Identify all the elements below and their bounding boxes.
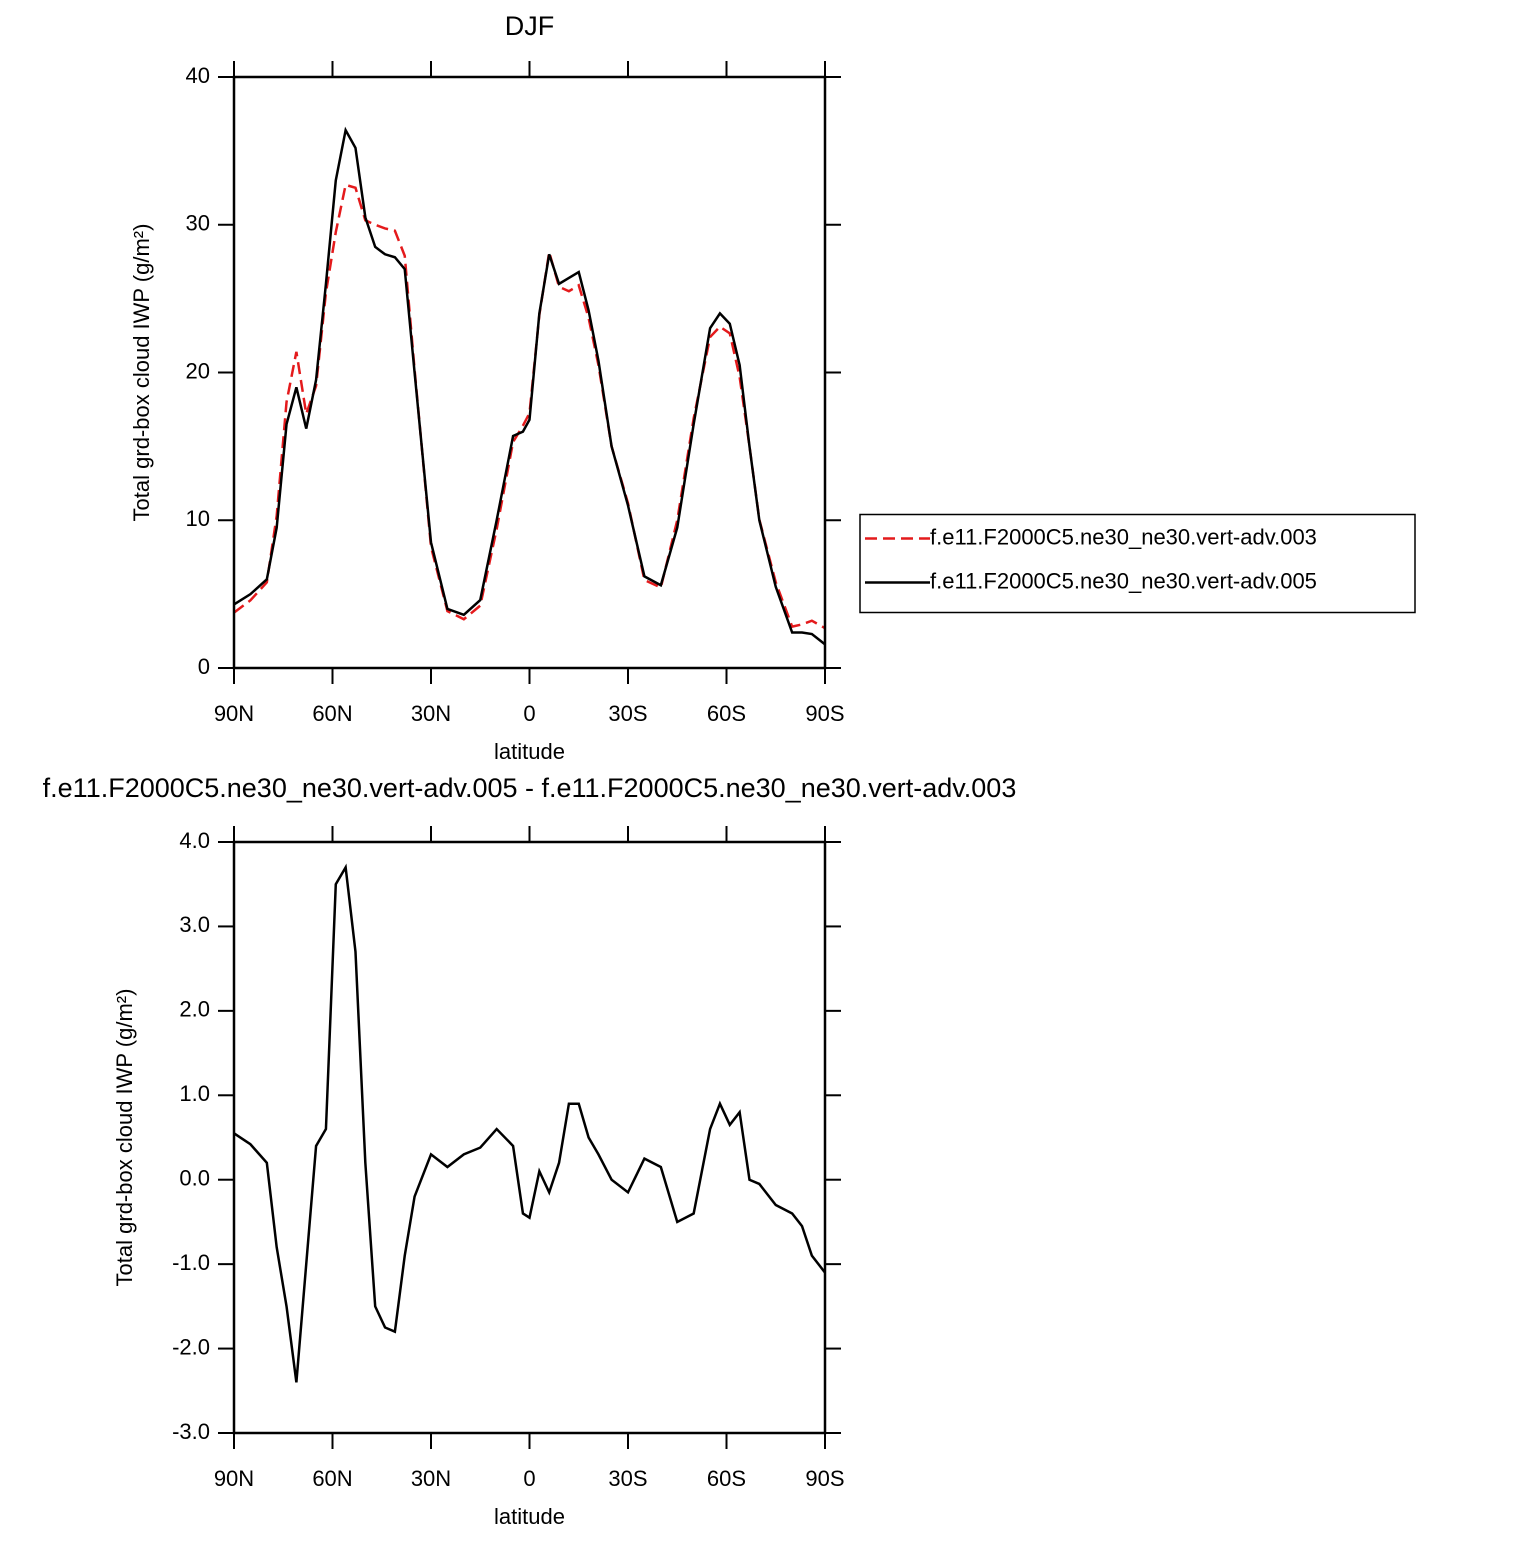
x-tick-label: 30N — [411, 701, 451, 726]
y-tick-label: 2.0 — [179, 997, 210, 1022]
y-axis-label: Total grd-box cloud IWP (g/m²) — [129, 224, 154, 522]
y-tick-label: 30 — [186, 211, 210, 236]
y-tick-label: 4.0 — [179, 828, 210, 853]
x-tick-label: 60S — [707, 701, 746, 726]
y-tick-label: -1.0 — [172, 1250, 210, 1275]
plot-frame — [232, 75, 827, 670]
chart-title: DJF — [505, 11, 555, 41]
legend-label: f.e11.F2000C5.ne30_ne30.vert-adv.005 — [930, 568, 1317, 593]
y-tick-label: 20 — [186, 358, 210, 383]
x-tick-label: 0 — [523, 1466, 535, 1491]
y-tick-label: 1.0 — [179, 1081, 210, 1106]
legend-label: f.e11.F2000C5.ne30_ne30.vert-adv.003 — [930, 524, 1317, 549]
y-tick-label: 3.0 — [179, 912, 210, 937]
chart-title: f.e11.F2000C5.ne30_ne30.vert-adv.005 - f… — [43, 773, 1017, 803]
y-tick-label: -3.0 — [172, 1419, 210, 1444]
y-tick-label: 0.0 — [179, 1166, 210, 1191]
y-axis-label: Total grd-box cloud IWP (g/m²) — [112, 989, 137, 1287]
x-tick-label: 60N — [312, 701, 352, 726]
data-line — [233, 183, 826, 630]
legend-box — [859, 513, 1416, 614]
y-tick-label: 0 — [198, 654, 210, 679]
plot-frame — [232, 840, 827, 1435]
y-tick-label: 40 — [186, 63, 210, 88]
x-tick-label: 90N — [214, 701, 254, 726]
x-tick-label: 90S — [805, 1466, 844, 1491]
data-line — [233, 863, 826, 1383]
x-axis-label: latitude — [494, 739, 565, 764]
x-tick-label: 0 — [523, 701, 535, 726]
x-tick-label: 90S — [805, 701, 844, 726]
y-tick-label: 10 — [186, 506, 210, 531]
x-axis-label: latitude — [494, 1504, 565, 1529]
x-tick-label: 30S — [608, 701, 647, 726]
x-tick-label: 60N — [312, 1466, 352, 1491]
x-tick-label: 60S — [707, 1466, 746, 1491]
data-line — [233, 126, 826, 646]
x-tick-label: 90N — [214, 1466, 254, 1491]
x-tick-label: 30N — [411, 1466, 451, 1491]
y-tick-label: -2.0 — [172, 1334, 210, 1359]
x-tick-label: 30S — [608, 1466, 647, 1491]
